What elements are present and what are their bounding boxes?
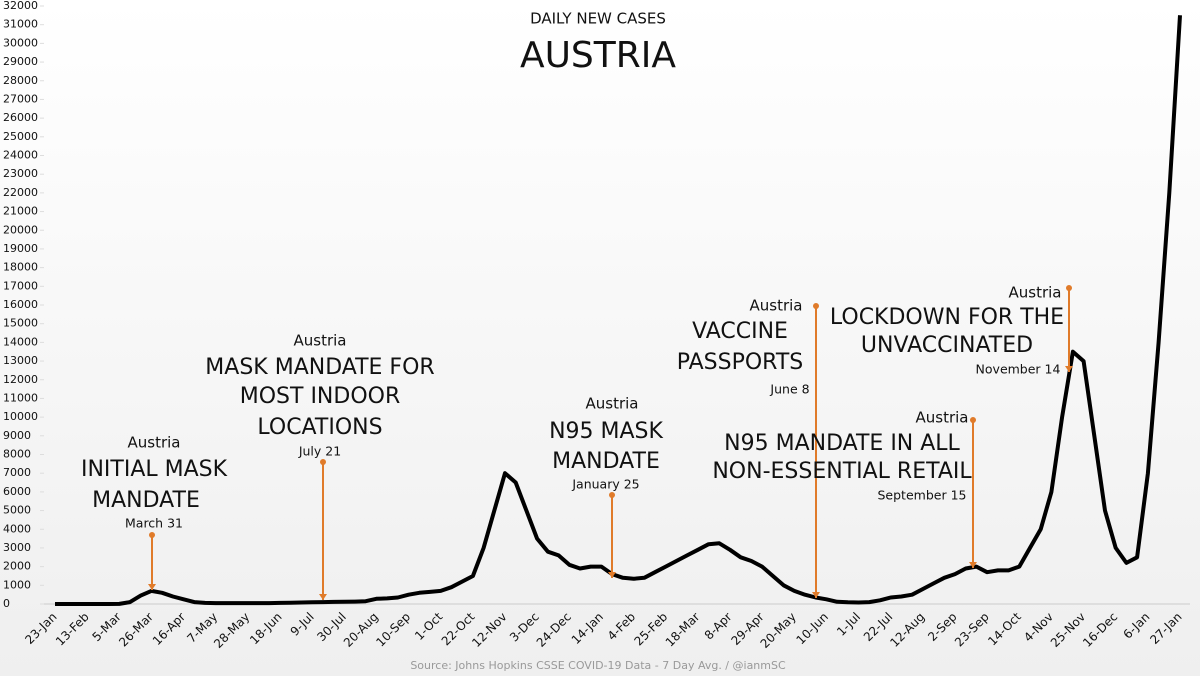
y-tick-label: 28000	[3, 74, 38, 87]
annotation-arrow	[969, 562, 977, 568]
y-tick-label: 27000	[3, 92, 38, 105]
annotation-date: March 31	[125, 516, 183, 531]
annotation-location: Austria	[128, 434, 181, 452]
y-tick-label: 24000	[3, 149, 38, 162]
annotation-title: NON-ESSENTIAL RETAIL	[712, 459, 972, 484]
y-tick-label: 6000	[3, 485, 31, 498]
chart-title: AUSTRIA	[520, 35, 676, 76]
y-tick-label: 32000	[3, 0, 38, 12]
annotation-title: LOCKDOWN FOR THE	[830, 305, 1064, 330]
y-tick-label: 12000	[3, 373, 38, 386]
y-tick-label: 22000	[3, 186, 38, 199]
annotation-dot	[149, 532, 155, 538]
annotation-date: January 25	[571, 477, 639, 492]
y-tick-label: 20000	[3, 223, 38, 236]
annotation-date: November 14	[976, 362, 1061, 377]
y-tick-label: 25000	[3, 130, 38, 143]
annotation-title: PASSPORTS	[677, 350, 804, 375]
y-tick-label: 2000	[3, 560, 31, 573]
annotation-location: Austria	[750, 297, 803, 315]
y-tick-label: 19000	[3, 242, 38, 255]
annotation-dot	[609, 492, 615, 498]
annotation-title: MASK MANDATE FOR	[205, 355, 434, 380]
annotation-title: UNVACCINATED	[861, 333, 1033, 358]
annotation-arrow	[608, 572, 616, 578]
y-tick-label: 1000	[3, 578, 31, 591]
annotation-title: MANDATE	[552, 449, 660, 474]
y-tick-label: 31000	[3, 18, 38, 31]
annotation-location: Austria	[916, 409, 969, 427]
annotation-location: Austria	[586, 395, 639, 413]
y-tick-label: 8000	[3, 448, 31, 461]
y-tick-label: 15000	[3, 317, 38, 330]
y-tick-label: 0	[3, 597, 10, 610]
y-tick-label: 18000	[3, 261, 38, 274]
annotation-date: June 8	[769, 382, 809, 397]
annotation: Austria N95 MASK MANDATE January 25	[549, 395, 664, 578]
annotation-dot	[320, 459, 326, 465]
annotation-title: INITIAL MASK	[81, 457, 228, 482]
annotation-dot	[970, 417, 976, 423]
annotation-dot	[813, 303, 819, 309]
y-tick-label: 23000	[3, 167, 38, 180]
annotation-date: September 15	[878, 488, 967, 503]
annotation-location: Austria	[1009, 284, 1062, 302]
annotation: Austria INITIAL MASK MANDATE March 31	[81, 434, 228, 590]
annotation: Austria VACCINE PASSPORTS June 8	[677, 297, 820, 598]
annotation-dot	[1066, 285, 1072, 291]
line	[55, 15, 1182, 606]
y-tick-label: 26000	[3, 111, 38, 124]
annotation: Austria N95 MANDATE IN ALL NON-ESSENTIAL R…	[712, 409, 977, 568]
y-tick-label: 10000	[3, 410, 38, 423]
annotation-title: N95 MASK	[549, 419, 663, 444]
y-tick-label: 11000	[3, 391, 38, 404]
y-tick-label: 21000	[3, 205, 38, 218]
y-tick-label: 7000	[3, 466, 31, 479]
y-tick-label: 13000	[3, 354, 38, 367]
y-tick-label: 14000	[3, 335, 38, 348]
y-tick-label: 4000	[3, 522, 31, 535]
annotation: Austria MASK MANDATE FOR MOST INDOOR LOCATI…	[205, 332, 435, 600]
annotation-title: MANDATE	[92, 488, 200, 513]
annotation-title: VACCINE	[692, 319, 788, 344]
annotation-title: N95 MANDATE IN ALL	[724, 431, 960, 456]
annotation-title: MOST INDOOR	[240, 384, 401, 409]
annotation-title: LOCATIONS	[257, 415, 382, 440]
y-tick-label: 3000	[3, 541, 31, 554]
annotation: Austria LOCKDOWN FOR THE UNVACCINATED Novem…	[830, 284, 1073, 377]
annotation-arrow	[1065, 366, 1073, 372]
annotation-arrow	[148, 584, 156, 590]
y-tick-label: 30000	[3, 36, 38, 49]
annotation-arrow	[812, 592, 820, 598]
annotation-date: July 21	[298, 444, 341, 459]
y-tick-label: 16000	[3, 298, 38, 311]
annotation-location: Austria	[294, 332, 347, 350]
y-tick-label: 9000	[3, 429, 31, 442]
annotation-arrow	[319, 594, 327, 600]
chart-subtitle: DAILY NEW CASES	[530, 10, 666, 28]
y-tick-label: 17000	[3, 279, 38, 292]
y-tick-label: 5000	[3, 504, 31, 517]
source: Source: Johns Hopkins CSSE COVID-19 Data…	[410, 659, 786, 672]
y-tick-label: 29000	[3, 55, 38, 68]
